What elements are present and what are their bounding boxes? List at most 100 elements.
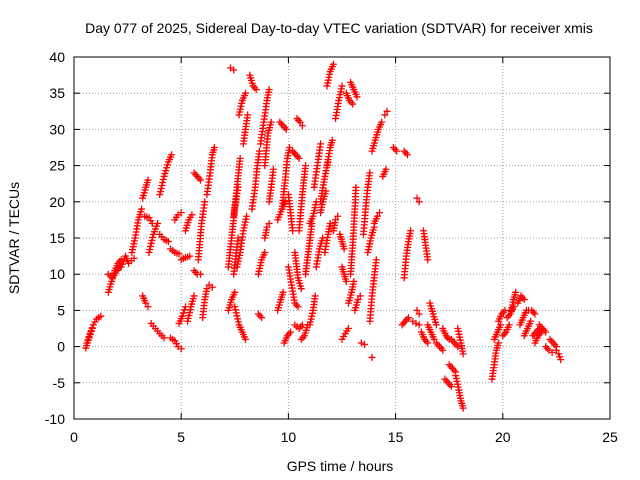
data-point <box>439 346 447 354</box>
data-point <box>415 310 423 318</box>
data-point <box>279 288 287 296</box>
data-point <box>302 162 310 170</box>
data-point <box>557 356 565 364</box>
data-point <box>373 212 381 220</box>
data-point <box>311 292 319 300</box>
data-point <box>340 245 348 253</box>
data-point <box>231 288 239 296</box>
data-point <box>415 321 423 329</box>
data-point <box>349 100 357 108</box>
data-point <box>297 285 305 293</box>
data-point <box>357 339 365 347</box>
y-tick-label: -10 <box>45 411 65 427</box>
data-point <box>354 296 362 304</box>
data-point <box>148 236 156 244</box>
data-point <box>334 212 342 220</box>
data-point <box>376 209 384 217</box>
data-point <box>501 306 509 314</box>
data-point <box>230 66 238 74</box>
x-tick-label: 25 <box>602 429 618 445</box>
data-point <box>382 165 390 173</box>
data-point <box>366 169 374 177</box>
data-point <box>210 144 218 151</box>
data-point <box>201 198 209 206</box>
data-point <box>146 245 154 253</box>
data-point <box>261 248 269 256</box>
data-point <box>147 239 155 247</box>
data-point <box>159 175 167 183</box>
data-point <box>497 321 505 329</box>
data-point <box>368 353 376 361</box>
data-point <box>459 350 467 358</box>
data-point <box>548 348 556 356</box>
y-tick-label: 40 <box>49 49 65 65</box>
data-point <box>454 343 462 351</box>
data-point <box>234 234 242 242</box>
data-point <box>258 314 266 322</box>
data-point <box>85 334 93 342</box>
data-point <box>531 310 539 318</box>
x-tick-label: 5 <box>177 429 185 445</box>
data-point <box>269 165 277 173</box>
data-point <box>295 154 303 162</box>
data-point <box>232 309 240 317</box>
data-point <box>424 256 432 264</box>
data-point <box>142 299 150 307</box>
data-point <box>512 288 520 296</box>
y-tick-label: 0 <box>57 339 65 355</box>
data-point <box>149 233 157 241</box>
data-point <box>234 318 242 326</box>
data-point <box>447 382 455 390</box>
data-point <box>527 317 535 325</box>
data-point <box>459 404 467 412</box>
x-axis-label: GPS time / hours <box>287 458 394 474</box>
data-point <box>146 242 154 250</box>
y-tick-label: 25 <box>49 158 65 174</box>
data-point <box>236 154 244 162</box>
data-point <box>326 220 334 228</box>
data-point <box>178 312 186 320</box>
data-point <box>144 303 152 311</box>
data-point <box>432 321 440 329</box>
data-point <box>86 331 94 339</box>
data-point <box>505 321 513 329</box>
data-point <box>372 256 380 264</box>
data-point <box>242 89 250 97</box>
data-point <box>177 209 185 217</box>
y-tick-label: 15 <box>49 230 65 246</box>
data-point <box>156 191 164 199</box>
y-tick-label: 5 <box>57 302 65 318</box>
data-point <box>130 254 138 262</box>
data-markers <box>82 60 565 412</box>
data-point <box>168 151 176 159</box>
data-point <box>329 60 337 68</box>
data-point <box>97 312 105 320</box>
y-tick-label: -5 <box>53 375 66 391</box>
data-point <box>381 111 389 119</box>
data-point <box>424 339 432 347</box>
y-tick-label: 35 <box>49 85 65 101</box>
data-point <box>231 303 239 311</box>
data-point <box>244 111 252 119</box>
data-point <box>263 223 271 231</box>
data-point <box>289 227 297 235</box>
x-tick-label: 15 <box>388 429 404 445</box>
data-point <box>138 205 146 213</box>
data-point <box>196 270 204 278</box>
data-point <box>186 252 194 260</box>
data-point <box>403 151 411 159</box>
data-point <box>164 238 172 246</box>
data-point <box>265 220 273 228</box>
x-tick-label: 0 <box>70 429 78 445</box>
data-point <box>232 306 240 314</box>
data-point <box>242 335 250 343</box>
data-point <box>294 303 302 311</box>
data-point <box>265 86 273 94</box>
data-point <box>393 147 401 155</box>
data-point <box>328 136 336 144</box>
data-point <box>378 118 386 126</box>
data-point <box>175 250 183 258</box>
x-tick-label: 10 <box>281 429 297 445</box>
data-point <box>520 296 528 304</box>
